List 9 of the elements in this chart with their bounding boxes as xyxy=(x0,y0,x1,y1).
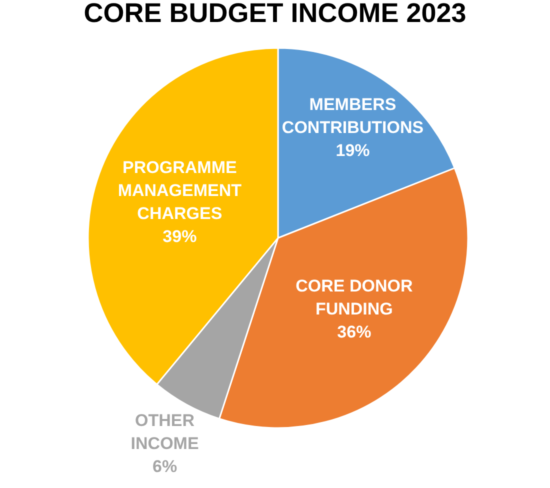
slice-label: PROGRAMME MANAGEMENT CHARGES xyxy=(118,158,242,224)
data-label: 6% xyxy=(152,456,178,476)
data-label: 19% xyxy=(336,141,370,160)
slice-label: MEMBERS CONTRIBUTIONS xyxy=(282,95,424,137)
data-label: 36% xyxy=(337,322,372,342)
data-label: 39% xyxy=(162,227,197,246)
slice-label: CORE DONOR FUNDING xyxy=(296,276,413,319)
chart-title: CORE BUDGET INCOME 2023 xyxy=(84,0,466,28)
slice-label: OTHER INCOME xyxy=(130,410,199,453)
